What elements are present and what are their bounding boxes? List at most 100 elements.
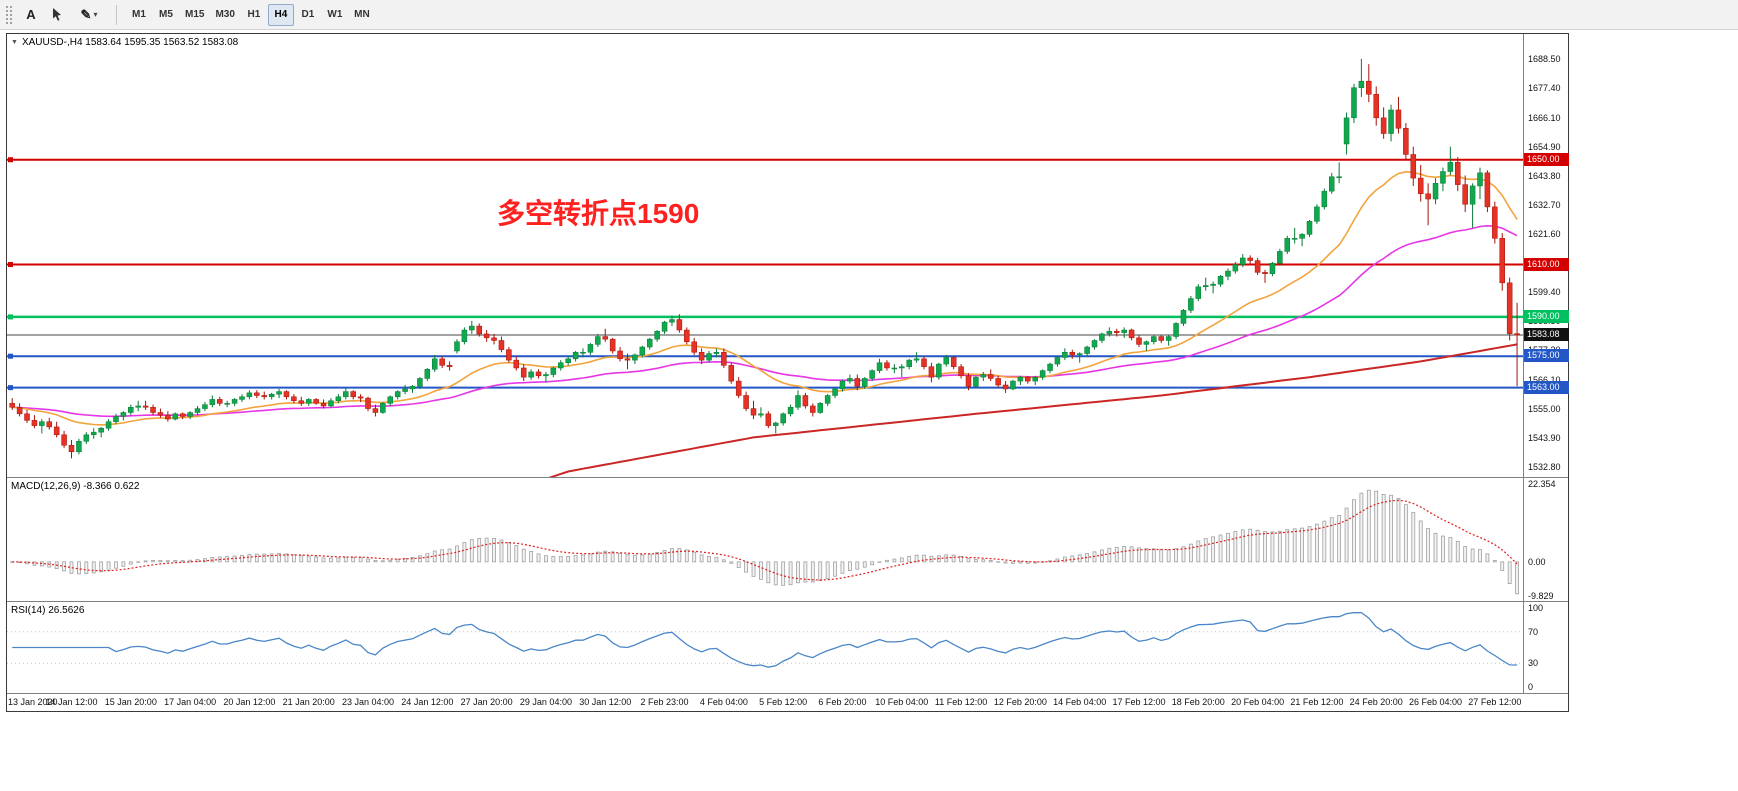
timeframe-button-w1[interactable]: W1 (322, 4, 348, 26)
time-axis[interactable] (7, 693, 1568, 711)
candle (706, 353, 712, 361)
macd-bar (840, 561, 845, 574)
candle (735, 380, 742, 396)
macd-bar (388, 559, 393, 563)
macd-bar (862, 561, 867, 568)
symbol-dropdown-icon[interactable]: ▼ (11, 39, 18, 46)
candle (1410, 154, 1417, 179)
candle (105, 421, 112, 429)
candle (1158, 336, 1164, 341)
candle (90, 431, 97, 436)
macd-bar (825, 561, 830, 580)
macd-bar (84, 561, 89, 574)
candle (758, 413, 764, 416)
text-tool-button[interactable]: A (19, 3, 43, 27)
timeframe-button-m30[interactable]: M30 (210, 4, 239, 26)
macd-bar (1374, 490, 1379, 563)
candle (513, 359, 520, 369)
candle (1114, 331, 1120, 333)
candle (53, 426, 60, 436)
timeframe-button-h1[interactable]: H1 (241, 4, 267, 26)
macd-bar (1426, 528, 1431, 563)
time-axis-label: 14 Jan 12:00 (45, 697, 98, 707)
candle (1388, 109, 1394, 134)
candle (454, 341, 460, 352)
chart-canvas[interactable] (7, 34, 1568, 693)
price-panel[interactable] (7, 58, 1523, 514)
macd-bar (1107, 547, 1112, 563)
draw-tool-button[interactable]: ✎ ▾ (71, 3, 107, 27)
macd-bar (855, 561, 860, 570)
candle (854, 378, 861, 387)
candle (506, 349, 512, 361)
candle (409, 386, 416, 390)
macd-bar (1389, 494, 1393, 563)
candle (669, 319, 675, 323)
macd-bar (373, 560, 378, 563)
top-toolbar: A ✎ ▾ M1 M5 M15 M30 H1 H4 D1 W1 MN (0, 0, 1738, 30)
macd-bar (670, 548, 674, 563)
candle (9, 403, 15, 408)
macd-bar (277, 553, 281, 563)
candle (76, 441, 82, 453)
timeframe-button-h4[interactable]: H4 (267, 3, 294, 26)
candle (847, 378, 853, 382)
rsi-header-text: RSI(14) 26.5626 (11, 605, 85, 616)
macd-bar (77, 561, 81, 575)
macd-bar (625, 554, 630, 563)
macd-panel[interactable] (10, 489, 1519, 595)
macd-bar (818, 561, 823, 582)
candle (1121, 329, 1127, 333)
timeframe-button-d1[interactable]: D1 (295, 4, 321, 26)
candle (572, 352, 579, 360)
candle (1232, 264, 1239, 272)
timeframe-button-m1[interactable]: M1 (126, 4, 152, 26)
macd-bar (1315, 523, 1319, 563)
candle (1499, 238, 1505, 284)
time-axis-label: 24 Feb 20:00 (1349, 697, 1403, 707)
timeframe-button-m15[interactable]: M15 (180, 4, 209, 26)
candle (1373, 93, 1379, 119)
candle (1306, 221, 1313, 235)
candle (335, 396, 342, 401)
candle (1240, 257, 1246, 265)
candle (936, 363, 942, 378)
toolbar-gripper[interactable] (5, 4, 13, 25)
candle (150, 407, 156, 413)
macd-bar (981, 559, 986, 563)
macd-bar (1018, 561, 1023, 564)
candle (617, 350, 623, 360)
candle (231, 399, 238, 404)
macd-bar (1507, 561, 1512, 584)
macd-bar (729, 561, 734, 564)
candle (1210, 283, 1216, 286)
hline-price-label: 1610.00 (1524, 257, 1569, 271)
pencil-icon: ✎ (80, 6, 92, 22)
candle (913, 358, 920, 361)
rsi-panel[interactable] (7, 611, 1523, 668)
macd-bar (1441, 535, 1445, 563)
timeframe-button-m5[interactable]: M5 (153, 4, 179, 26)
hline-price-label: 1575.00 (1524, 349, 1569, 363)
candle (1477, 172, 1483, 187)
macd-bar (380, 560, 385, 563)
candle (676, 319, 683, 331)
macd-indicator-header: MACD(12,26,9) -8.366 0.622 (11, 481, 139, 492)
timeframe-button-mn[interactable]: MN (349, 4, 375, 26)
candle (46, 421, 53, 428)
macd-bar (136, 561, 141, 563)
candle (817, 403, 823, 413)
cursor-tool-button[interactable] (45, 3, 69, 27)
macd-bar (1337, 515, 1342, 563)
candle (1217, 276, 1224, 285)
toolbar-separator (116, 4, 117, 25)
macd-bar (158, 559, 163, 563)
macd-bar (1344, 507, 1349, 563)
macd-bar (966, 558, 971, 563)
macd-bar (165, 560, 170, 563)
macd-bar (1277, 530, 1282, 563)
candle (1395, 109, 1402, 129)
chart-annotation[interactable]: 多空转折点1590 (497, 198, 700, 229)
candle (698, 352, 705, 361)
macd-bar (1233, 531, 1238, 563)
